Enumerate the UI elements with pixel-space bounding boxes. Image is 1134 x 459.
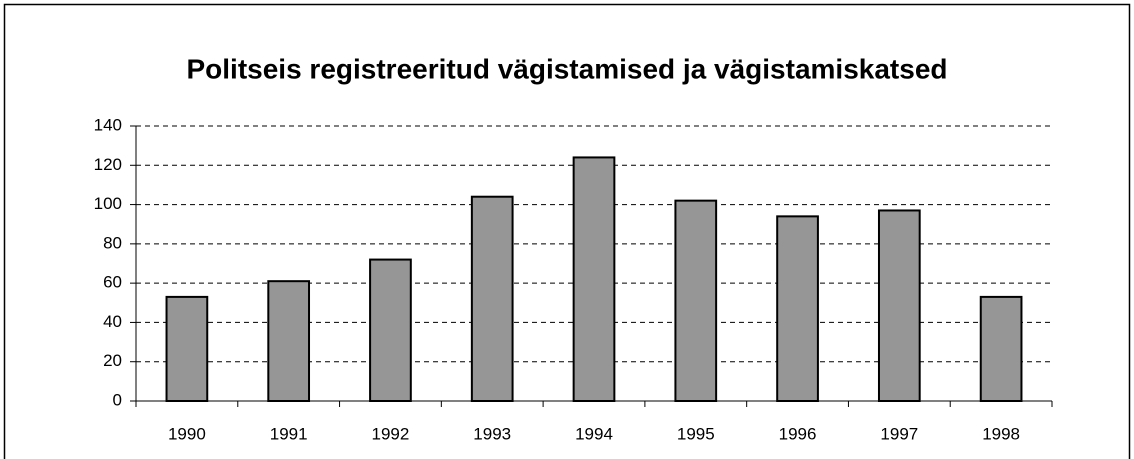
bar: [470, 195, 514, 402]
x-tick-label: 1993: [473, 424, 511, 443]
y-tick-label: 60: [103, 273, 122, 292]
x-tick-label: 1992: [372, 424, 410, 443]
x-tick-label: 1990: [168, 424, 206, 443]
x-tick-label: 1991: [270, 424, 308, 443]
y-tick-label: 140: [94, 115, 122, 134]
bar: [165, 295, 209, 402]
chart-frame: [3, 3, 1131, 459]
y-tick-label: 120: [94, 155, 122, 174]
chart-title: Politseis registreeritud vägistamised ja…: [186, 53, 947, 84]
y-tick-label: 100: [94, 194, 122, 213]
x-tick-label: 1997: [880, 424, 918, 443]
bar: [267, 280, 311, 402]
bar: [572, 156, 616, 402]
x-tick-label: 1996: [779, 424, 817, 443]
bar: [877, 209, 921, 402]
bar: [979, 295, 1023, 402]
bar: [776, 215, 819, 402]
x-tick-label: 1994: [575, 424, 613, 443]
y-tick-label: 0: [113, 390, 122, 409]
y-tick-label: 20: [103, 351, 122, 370]
bar: [674, 199, 718, 402]
bar: [369, 258, 412, 403]
x-tick-label: 1995: [677, 424, 715, 443]
y-tick-label: 40: [103, 312, 122, 331]
x-tick-label: 1998: [982, 424, 1020, 443]
y-tick-label: 80: [103, 233, 122, 252]
